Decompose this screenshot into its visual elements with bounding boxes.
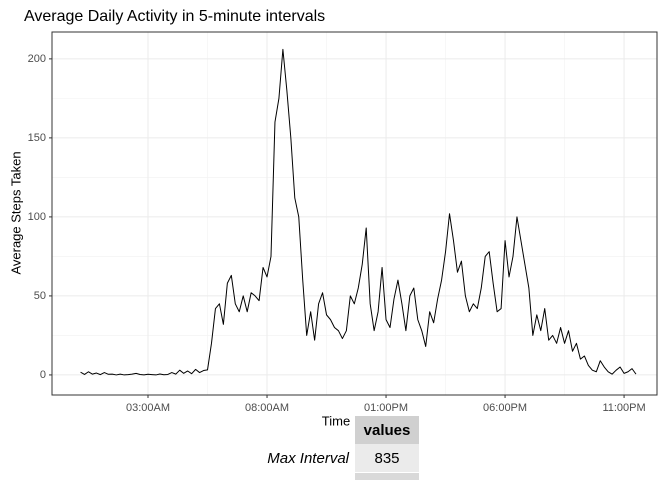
y-tick-label: 200 (28, 53, 46, 65)
grid (52, 32, 657, 395)
y-tick-label: 150 (28, 132, 46, 144)
table-cell (355, 473, 419, 480)
line (80, 48, 637, 376)
x-tick-label: 11:00PM (602, 402, 645, 414)
y-axis-label: Average Steps Taken (8, 151, 23, 274)
table-value: 835 (374, 450, 399, 467)
x-tick-label: 01:00PM (364, 402, 408, 414)
y-tick-label: 50 (34, 290, 46, 302)
x-tick-label: 08:00AM (245, 402, 289, 414)
table-header: values (364, 422, 411, 439)
x-tick-label: 06:00PM (483, 402, 527, 414)
x-tick-label: 03:00AM (126, 402, 170, 414)
panel (52, 32, 657, 395)
table-cell (355, 444, 419, 472)
axes: 0 50 100 150 200 03:00AM 08:00AM 01:00PM 06:00PM… (28, 53, 646, 414)
marks (80, 48, 637, 376)
x-axis-label: Time (322, 413, 350, 428)
panel-border (51, 31, 658, 396)
table-header-cell (355, 416, 419, 444)
y-tick-label: 0 (40, 369, 46, 381)
table-row-label: Max Interval (267, 450, 349, 467)
y-tick-label: 100 (28, 211, 46, 223)
chart-title: Average Daily Activity in 5-minute inter… (24, 8, 325, 25)
table: values Max Interval 835 (267, 416, 419, 480)
